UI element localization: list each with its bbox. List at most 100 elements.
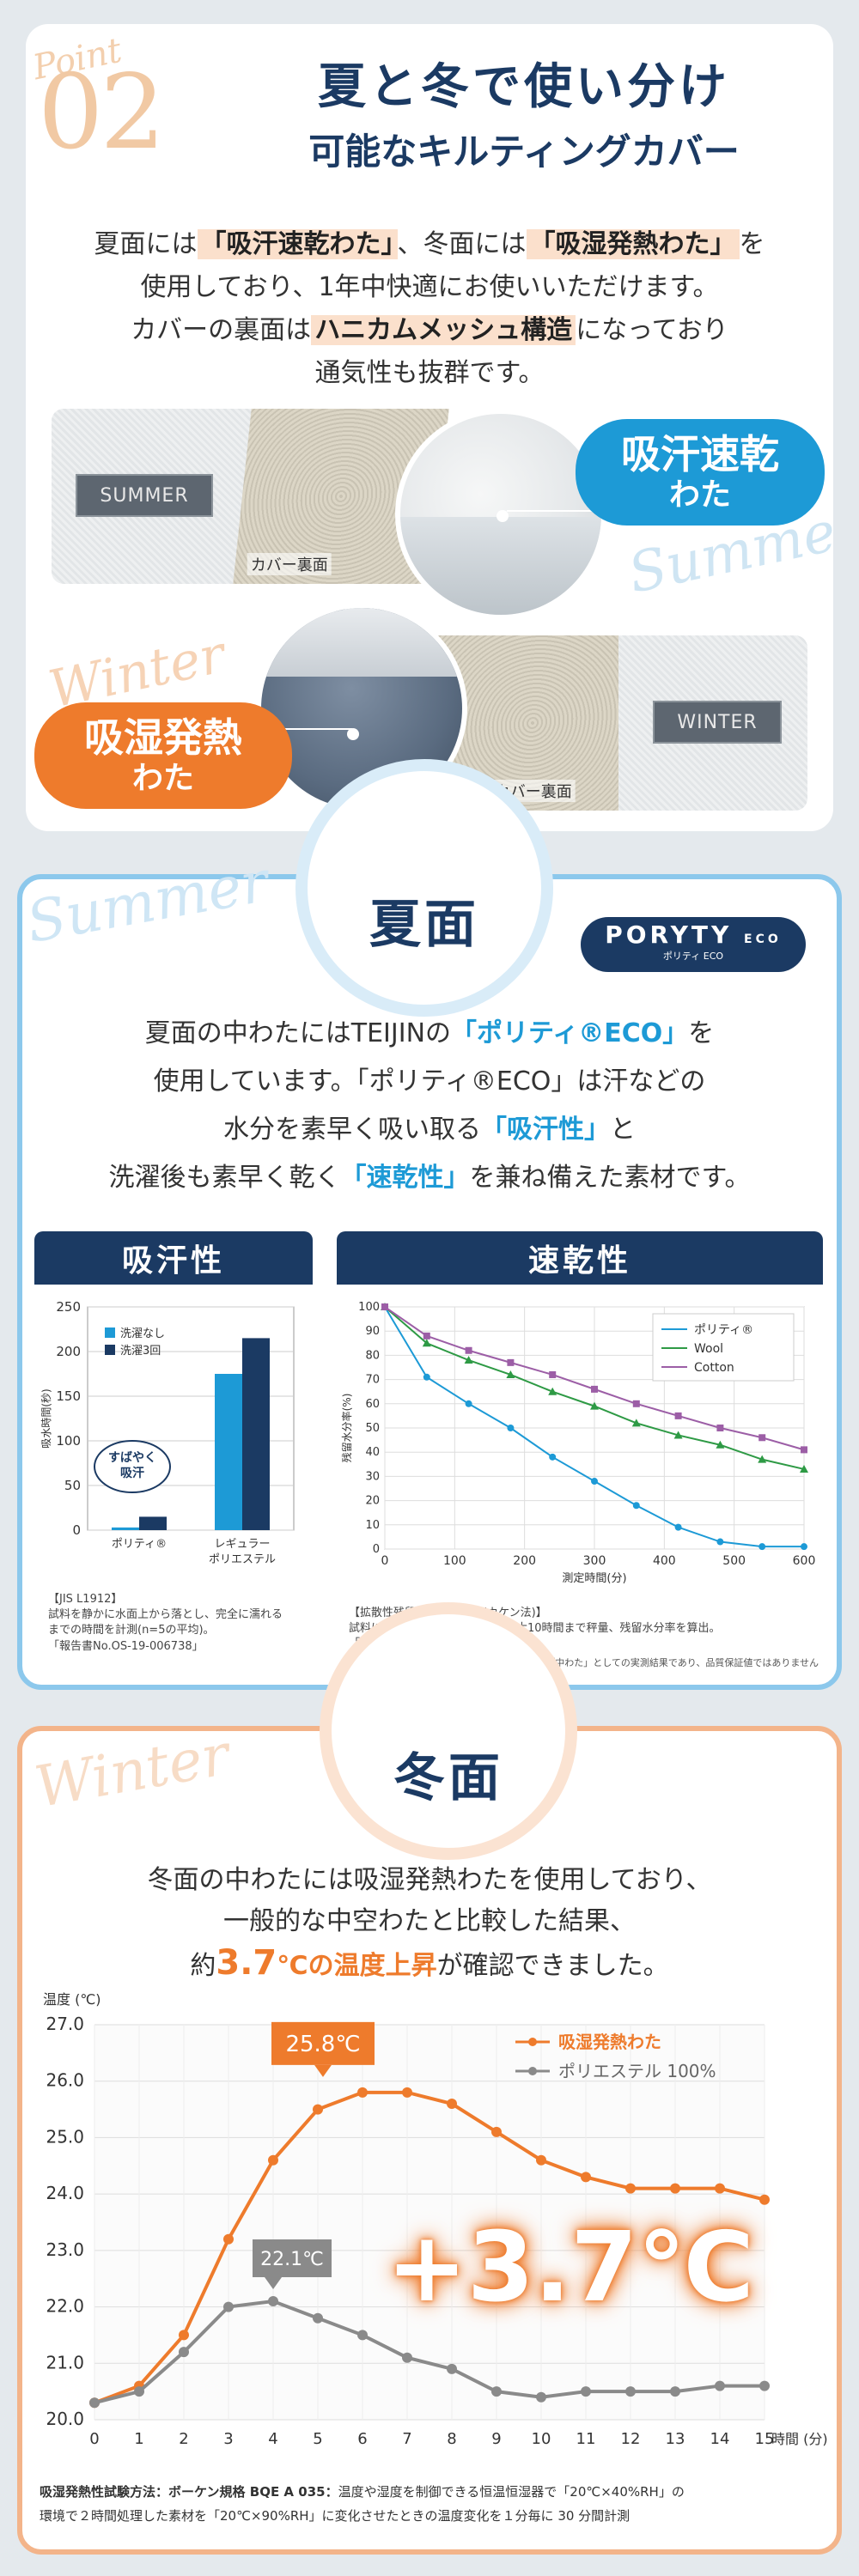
- heat-point: [491, 2386, 502, 2397]
- dry-point: [801, 1543, 807, 1551]
- summer-card-script: Summer: [21, 848, 274, 957]
- heat-point: [625, 2183, 636, 2194]
- summer-pill-line2: わた: [668, 477, 731, 513]
- heat-point: [134, 2386, 144, 2397]
- note1-line3: までの時間を計測(n=5の平均)。: [48, 1624, 215, 1637]
- winter-tag: WINTER: [653, 701, 782, 744]
- note1-line1: 【JIS L1912】: [48, 1593, 123, 1606]
- bar: [215, 1374, 242, 1530]
- dry-point: [549, 1453, 557, 1461]
- heat-point: [402, 2352, 412, 2363]
- bar: [242, 1338, 270, 1530]
- heat-point: [536, 2154, 546, 2166]
- dry-point: [507, 1425, 515, 1431]
- bar-legend-label: 洗濯なし: [120, 1327, 165, 1340]
- heat-y-tick: 24.0: [46, 2183, 84, 2203]
- dry-x-label: 測定時間(分): [562, 1572, 626, 1585]
- note1-line4: 「報告書No.OS-19-006738」: [48, 1639, 204, 1653]
- heat-x-tick: 4: [268, 2430, 277, 2448]
- dry-x-tick: 0: [381, 1554, 389, 1568]
- bar-y-tick: 200: [56, 1344, 81, 1359]
- heat-x-tick: 7: [402, 2430, 411, 2448]
- heat-x-tick: 1: [134, 2430, 143, 2448]
- dry-panel-title: 速乾性: [337, 1231, 823, 1285]
- dry-x-tick: 200: [513, 1554, 536, 1568]
- heat-line-chart: 温度 (℃) 20.0 21.0 22.0 23.0 24.0 25.0 26.0 27.0 0 1…: [43, 1991, 828, 2448]
- heat-x-tick: 11: [576, 2430, 596, 2448]
- dry-point: [423, 1332, 430, 1340]
- heat-x-tick: 5: [313, 2430, 322, 2448]
- summer-pill-line1: 吸汗速乾: [621, 430, 779, 477]
- heat-point: [759, 2194, 770, 2205]
- dry-y-tick: 50: [365, 1422, 380, 1435]
- heat-y-tick: 23.0: [46, 2239, 84, 2260]
- heat-point: [357, 2087, 368, 2098]
- dry-point: [716, 1440, 725, 1449]
- hl-heat-generating: 「吸湿発熱わた」: [526, 229, 740, 259]
- dry-point: [506, 1370, 515, 1378]
- bar-category-label: レギュラー: [214, 1538, 270, 1551]
- dry-point: [758, 1455, 767, 1463]
- diff-callout: +3.7℃: [387, 2212, 754, 2324]
- winter-card-frame: Winter 冬面 冬面の中わたには吸湿発熱わたを使用しており、 一般的な中空わ…: [17, 1602, 842, 2555]
- heat-x-tick: 10: [532, 2430, 551, 2448]
- winter-heading-arc: [320, 1602, 577, 1860]
- dry-line-chart: 0 10 20 30 40 50 60 70 80 90 100 0 100 200 300 400 500 60…: [340, 1301, 816, 1585]
- summer-connector-line: [507, 510, 627, 512]
- heat-x-tick: 0: [89, 2430, 99, 2448]
- heat-point: [581, 2172, 591, 2183]
- heat-legend-label: 吸湿発熱わた: [558, 2032, 661, 2052]
- heat-x-tick: 9: [491, 2430, 501, 2448]
- heat-legend-marker: [528, 2038, 537, 2046]
- method-line1: 吸湿発熱性試験方法：ボーケン規格 BQE A 035：温度や湿度を制御できる恒温…: [40, 2484, 685, 2500]
- max-callout-pointer: [314, 2064, 332, 2077]
- dry-x-tick: 600: [793, 1554, 816, 1568]
- winter-text-line3: 約3.7℃の温度上昇が確認できました。: [190, 1943, 669, 1983]
- dry-x-tick: 400: [653, 1554, 676, 1568]
- heat-x-tick: 6: [357, 2430, 367, 2448]
- dry-point: [465, 1346, 472, 1354]
- heat-point: [357, 2330, 368, 2341]
- dry-y-tick: 20: [365, 1495, 380, 1508]
- heat-point: [268, 2296, 278, 2306]
- dry-point: [381, 1303, 388, 1310]
- heat-point: [715, 2183, 725, 2194]
- dry-legend-label: Cotton: [694, 1361, 734, 1375]
- dry-point: [464, 1356, 473, 1364]
- heat-x-tick: 14: [710, 2430, 730, 2448]
- dry-point: [422, 1339, 431, 1347]
- bar: [139, 1516, 167, 1530]
- point-body-line2: 使用しており、1年中快適にお使いいただけます。: [140, 272, 719, 302]
- winter-pill-line2: わた: [131, 760, 194, 796]
- dry-x-tick: 100: [443, 1554, 466, 1568]
- dry-point: [631, 1419, 641, 1427]
- summer-text-line4: 洗濯後も素早く乾く「速乾性」を兼ね備えた素材です。: [108, 1163, 751, 1193]
- summer-tag: SUMMER: [76, 474, 213, 517]
- heat-point: [223, 2233, 234, 2245]
- winter-text-line1: 冬面の中わたには吸湿発熱わたを使用しており、: [147, 1865, 712, 1895]
- min-callout-box: [253, 2239, 332, 2277]
- bar-y-tick: 0: [72, 1522, 81, 1538]
- min-callout-text: 22.1℃: [260, 2249, 324, 2270]
- dry-x-tick: 300: [583, 1554, 606, 1568]
- dry-y-label: 残留水分率(%): [340, 1394, 353, 1463]
- heat-y-tick: 27.0: [46, 2014, 84, 2034]
- summer-card-frame: Summer 夏面 PORYTY ECO ポリティ ECO 夏面の中わたにはTE…: [17, 759, 842, 1690]
- winter-pill: 吸湿発熱 わた: [34, 702, 292, 809]
- heat-x-tick: 2: [179, 2430, 188, 2448]
- heat-point: [491, 2126, 502, 2137]
- min-callout-pointer: [265, 2277, 282, 2289]
- heat-point: [670, 2183, 680, 2194]
- dry-point: [716, 1425, 724, 1431]
- dry-y-tick: 40: [365, 1446, 380, 1459]
- heat-y-tick: 26.0: [46, 2070, 84, 2091]
- max-callout-text: 25.8℃: [285, 2032, 360, 2057]
- method-line2: 環境で２時間処理した素材を「20℃×90%RH」に変化させたときの温度変化を１分…: [40, 2508, 631, 2524]
- dry-point: [716, 1538, 724, 1546]
- heat-plot-area: [94, 2025, 765, 2420]
- dry-point: [800, 1464, 808, 1473]
- hl-honeycomb: ハニカムメッシュ構造: [311, 315, 576, 345]
- heat-x-tick: 8: [447, 2430, 456, 2448]
- point-body-line4: 通気性も抜群です。: [314, 358, 545, 388]
- max-callout-box: [271, 2021, 375, 2065]
